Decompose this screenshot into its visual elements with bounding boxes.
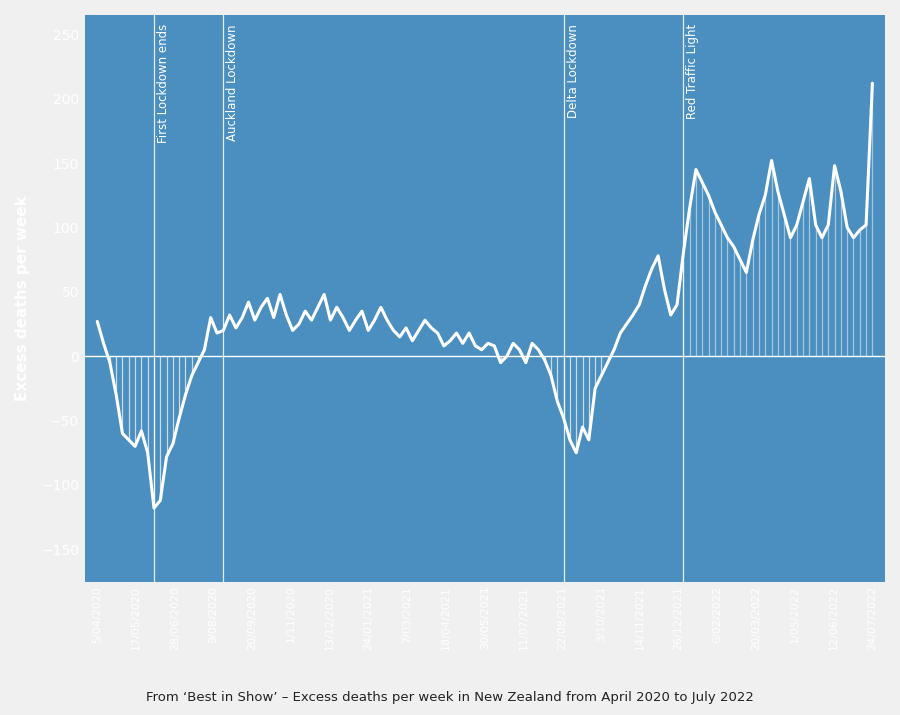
Text: Auckland Lockdown: Auckland Lockdown	[227, 24, 239, 141]
Text: From ‘Best in Show’ – Excess deaths per week in New Zealand from April 2020 to J: From ‘Best in Show’ – Excess deaths per …	[146, 691, 754, 704]
Text: Delta Lockdown: Delta Lockdown	[567, 24, 580, 118]
Text: First Lockdown ends: First Lockdown ends	[158, 24, 170, 143]
Y-axis label: Excess deaths per week: Excess deaths per week	[15, 195, 30, 401]
Text: Red Traffic Light: Red Traffic Light	[687, 24, 699, 119]
